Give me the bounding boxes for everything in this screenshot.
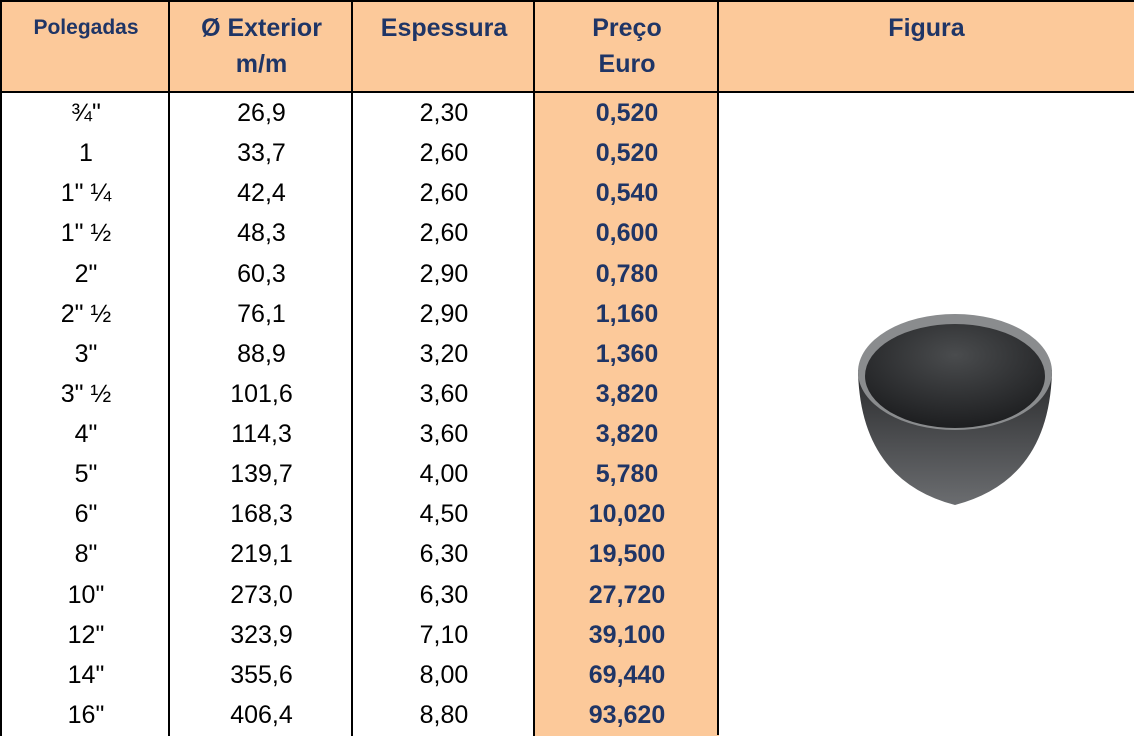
price-cell: 0,600 [533,213,719,254]
data-cell: 273,0 [168,575,353,616]
price-cell: 0,780 [533,254,719,295]
data-cell: 3,60 [351,414,535,455]
price-cell: 27,720 [533,575,719,616]
data-cell: 26,9 [168,93,353,134]
header-text: Ø Exterior [170,10,353,46]
product-image [850,300,1060,530]
data-cell: 48,3 [168,213,353,254]
header-text: Espessura [353,10,535,46]
header-text: Euro [535,46,719,82]
page: PolegadasØ Exteriorm/mEspessuraPreçoEuro… [0,0,1134,735]
data-cell: 4" [0,414,170,455]
data-cell: 10" [0,575,170,616]
price-cell: 10,020 [533,494,719,535]
data-cell: ¾" [0,93,170,134]
data-cell: 139,7 [168,454,353,495]
price-cell: 3,820 [533,374,719,415]
data-cell: 12" [0,615,170,656]
data-cell: 60,3 [168,254,353,295]
data-cell: 3" [0,334,170,375]
data-cell: 2,90 [351,294,535,335]
data-cell: 33,7 [168,133,353,174]
header-cell: Espessura [351,0,535,93]
price-cell: 69,440 [533,655,719,696]
price-cell: 5,780 [533,454,719,495]
data-cell: 6,30 [351,534,535,575]
data-cell: 1" ¼ [0,173,170,214]
data-cell: 88,9 [168,334,353,375]
data-cell: 7,10 [351,615,535,656]
data-cell: 101,6 [168,374,353,415]
price-cell: 93,620 [533,695,719,736]
header-text: Preço [535,10,719,46]
data-cell: 323,9 [168,615,353,656]
data-cell: 2" [0,254,170,295]
data-cell: 4,50 [351,494,535,535]
data-cell: 406,4 [168,695,353,736]
data-cell: 114,3 [168,414,353,455]
price-cell: 1,360 [533,334,719,375]
data-cell: 6,30 [351,575,535,616]
header-text: Figura [719,10,1134,46]
price-cell: 0,540 [533,173,719,214]
data-cell: 1 [0,133,170,174]
data-cell: 6" [0,494,170,535]
header-cell: Figura [717,0,1134,93]
data-cell: 355,6 [168,655,353,696]
data-cell: 2,60 [351,133,535,174]
data-cell: 16" [0,695,170,736]
price-cell: 19,500 [533,534,719,575]
header-cell: Polegadas [0,0,170,93]
price-cell: 1,160 [533,294,719,335]
data-cell: 5" [0,454,170,495]
header-text: Polegadas [2,10,170,46]
data-cell: 76,1 [168,294,353,335]
data-cell: 3" ½ [0,374,170,415]
data-cell: 4,00 [351,454,535,495]
data-cell: 2,60 [351,213,535,254]
header-text: m/m [170,46,353,82]
data-cell: 2,90 [351,254,535,295]
data-cell: 42,4 [168,173,353,214]
price-cell: 39,100 [533,615,719,656]
data-cell: 2,60 [351,173,535,214]
data-cell: 168,3 [168,494,353,535]
data-cell: 2" ½ [0,294,170,335]
data-cell: 8,00 [351,655,535,696]
data-cell: 8,80 [351,695,535,736]
data-cell: 1" ½ [0,213,170,254]
data-cell: 8" [0,534,170,575]
data-cell: 2,30 [351,93,535,134]
price-cell: 3,820 [533,414,719,455]
price-cell: 0,520 [533,93,719,134]
data-cell: 3,60 [351,374,535,415]
data-cell: 219,1 [168,534,353,575]
data-cell: 14" [0,655,170,696]
price-cell: 0,520 [533,133,719,174]
data-cell: 3,20 [351,334,535,375]
